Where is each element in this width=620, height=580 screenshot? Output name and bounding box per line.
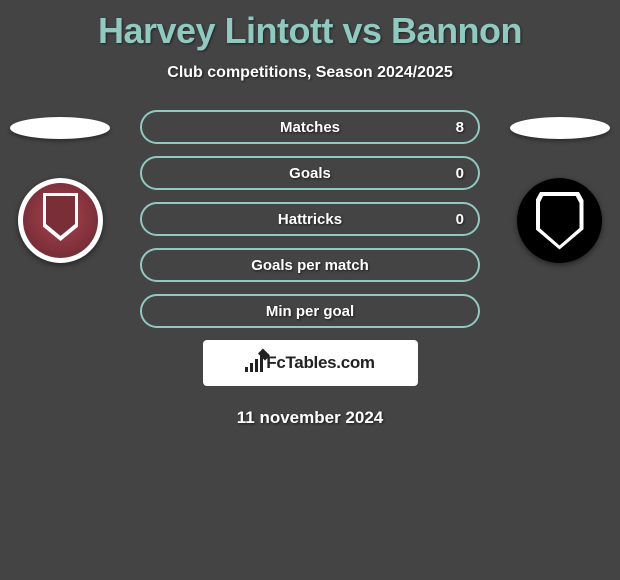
shield-icon	[43, 193, 78, 241]
page-title: Harvey Lintott vs Bannon	[0, 0, 620, 52]
stat-label: Matches	[280, 119, 340, 136]
stat-row-hattricks: Hattricks 0	[140, 202, 480, 236]
club-badge-right	[517, 178, 602, 263]
branding-box[interactable]: FcTables.com	[203, 340, 418, 386]
stat-label: Goals per match	[251, 257, 369, 274]
branding-text: FcTables.com	[266, 353, 375, 373]
stat-row-goals: Goals 0	[140, 156, 480, 190]
page-subtitle: Club competitions, Season 2024/2025	[0, 64, 620, 82]
stat-row-goals-per-match: Goals per match	[140, 248, 480, 282]
club-badge-left-inner	[23, 183, 98, 258]
comparison-card: Harvey Lintott vs Bannon Club competitio…	[0, 0, 620, 580]
stat-row-min-per-goal: Min per goal	[140, 294, 480, 328]
stat-value-right: 8	[456, 119, 464, 136]
player-plate-left	[10, 117, 110, 139]
footer-date: 11 november 2024	[0, 408, 620, 428]
stat-value-right: 0	[456, 211, 464, 228]
stat-label: Goals	[289, 165, 331, 182]
stats-table: Matches 8 Goals 0 Hattricks 0 Goals per …	[140, 110, 480, 328]
content-area: Matches 8 Goals 0 Hattricks 0 Goals per …	[0, 110, 620, 428]
player-plate-right	[510, 117, 610, 139]
stat-label: Hattricks	[278, 211, 342, 228]
stat-row-matches: Matches 8	[140, 110, 480, 144]
stat-value-right: 0	[456, 165, 464, 182]
club-badge-left	[18, 178, 103, 263]
bar-chart-icon	[245, 354, 263, 372]
stat-label: Min per goal	[266, 303, 354, 320]
shield-icon	[536, 192, 584, 250]
